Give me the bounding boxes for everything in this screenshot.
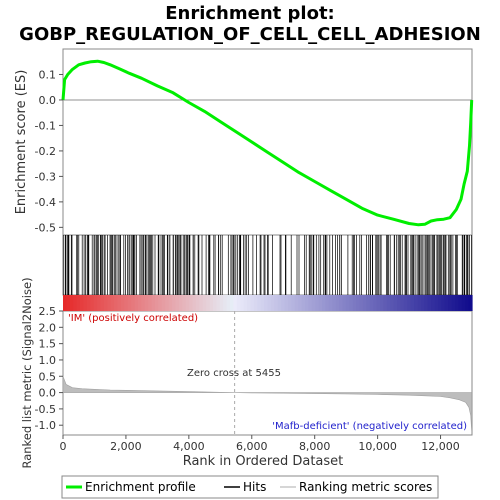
es-y-tick-label: -0.5 xyxy=(35,221,56,234)
heatmap-segment xyxy=(349,295,353,311)
metric-y-tick-label: 2.0 xyxy=(39,321,57,334)
positive-correlation-label: 'IM' (positively correlated) xyxy=(68,313,198,324)
metric-y-tick-label: -0.5 xyxy=(35,403,56,416)
metric-y-axis-title: Ranked list metric (Signal2Noise) xyxy=(20,277,34,468)
heatmap-segment xyxy=(148,295,152,311)
es-y-tick-label: -0.3 xyxy=(35,170,56,183)
heatmap-segment xyxy=(244,295,248,311)
es-y-tick-label: -0.4 xyxy=(35,196,56,209)
heatmap-segment xyxy=(312,295,316,311)
heatmap-segment xyxy=(124,295,128,311)
es-y-tick-label: 0.0 xyxy=(39,94,57,107)
heatmap-segment xyxy=(424,295,428,311)
heatmap-segment xyxy=(404,295,408,311)
heatmap-segment xyxy=(411,295,415,311)
heatmap-segment xyxy=(162,295,166,311)
zero-cross-label: Zero cross at 5455 xyxy=(187,368,281,379)
legend-metric-label: Ranking metric scores xyxy=(299,480,432,494)
heatmap-segment xyxy=(332,295,336,311)
heatmap-segment xyxy=(206,295,210,311)
heatmap-segment xyxy=(285,295,289,311)
heatmap-segment xyxy=(169,295,173,311)
legend-enrichment-label: Enrichment profile xyxy=(85,480,196,494)
x-tick-label: 4,000 xyxy=(173,440,205,453)
metric-y-tick-label: -1.0 xyxy=(35,419,56,432)
heatmap-segment xyxy=(257,295,261,311)
heatmap-segment xyxy=(131,295,135,311)
metric-y-tick-label: 2.5 xyxy=(39,305,57,318)
es-y-tick-label: 0.1 xyxy=(39,68,57,81)
x-tick-label: 0 xyxy=(60,440,67,453)
rank-heatmap-bar xyxy=(63,295,473,311)
heatmap-segment xyxy=(186,295,190,311)
heatmap-segment xyxy=(203,295,207,311)
chart-title-line2: GOBP_REGULATION_OF_CELL_CELL_ADHESION xyxy=(19,24,481,45)
negative-correlation-label: 'Mafb-deficient' (negatively correlated) xyxy=(272,421,467,432)
heatmap-segment xyxy=(179,295,183,311)
es-line-series xyxy=(63,61,472,225)
heatmap-segment xyxy=(295,295,299,311)
heatmap-segment xyxy=(325,295,329,311)
hits-layer xyxy=(63,235,471,295)
metric-y-tick-label: 0.0 xyxy=(39,387,57,400)
x-tick-label: 12,000 xyxy=(421,440,460,453)
heatmap-segment xyxy=(216,295,220,311)
axes-layer: 0 2,000 4,000 6,000 8,000 10,000 12,000 0.1 0.0 -… xyxy=(35,68,460,453)
heatmap-segment xyxy=(366,295,370,311)
x-tick-label: 8,000 xyxy=(299,440,331,453)
es-panel xyxy=(63,49,472,235)
x-tick-label: 6,000 xyxy=(236,440,268,453)
metric-y-tick-label: 0.5 xyxy=(39,370,57,383)
heatmap-segment xyxy=(462,295,466,311)
heatmap-segment xyxy=(274,295,278,311)
chart-title-line1: Enrichment plot: xyxy=(165,3,335,24)
heatmap-segment xyxy=(240,295,244,311)
heatmap-segment xyxy=(469,295,473,311)
heatmap-segment xyxy=(141,295,145,311)
heatmap-segment xyxy=(196,295,200,311)
heatmap-segment xyxy=(223,295,227,311)
heatmap-segment xyxy=(233,295,237,311)
es-layer xyxy=(63,61,472,225)
x-tick-label: 2,000 xyxy=(110,440,142,453)
es-y-tick-label: -0.2 xyxy=(35,145,56,158)
metric-y-tick-label: 1.0 xyxy=(39,354,57,367)
heatmap-segment xyxy=(387,295,391,311)
metric-y-tick-label: 1.5 xyxy=(39,338,57,351)
heatmap-segment xyxy=(158,295,162,311)
heatmap-segment xyxy=(370,295,374,311)
es-y-axis-title: Enrichment score (ES) xyxy=(14,70,29,215)
heatmap-segment xyxy=(80,295,84,311)
heatmap-segment xyxy=(452,295,456,311)
heatmap-segment xyxy=(441,295,445,311)
x-tick-label: 10,000 xyxy=(358,440,397,453)
es-y-tick-label: -0.1 xyxy=(35,119,56,132)
x-axis-title: Rank in Ordered Dataset xyxy=(183,454,344,469)
legend-hits-label: Hits xyxy=(243,480,266,494)
